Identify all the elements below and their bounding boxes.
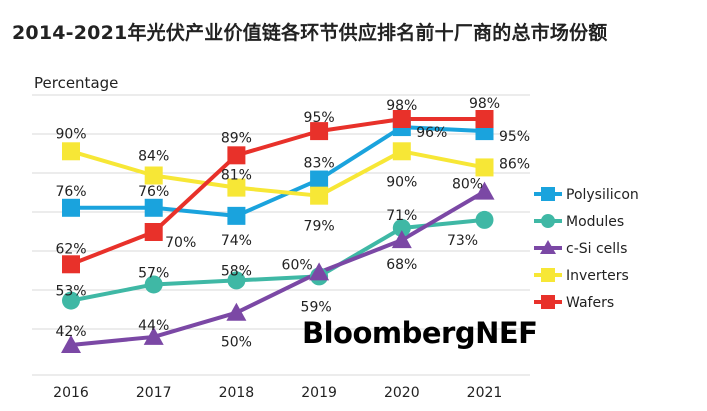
series-markers — [61, 110, 495, 353]
data-label: 50% — [221, 335, 252, 351]
data-label: 59% — [301, 299, 332, 315]
marker-modules — [475, 210, 494, 229]
legend: Polysilicon Modules c-Si cells Inverters Waf… — [534, 187, 639, 311]
marker-c-si-cells — [309, 262, 330, 281]
marker-inverters — [227, 178, 246, 197]
data-label: 84% — [138, 149, 169, 165]
data-label: 96% — [416, 125, 447, 141]
data-label: 44% — [138, 318, 169, 334]
marker-inverters — [310, 186, 329, 205]
marker-inverters — [144, 166, 163, 185]
data-label: 70% — [165, 235, 196, 251]
data-label: 53% — [55, 284, 86, 300]
marker-polysilicon — [310, 170, 329, 189]
data-label: 79% — [304, 219, 335, 235]
data-label: 89% — [221, 130, 252, 146]
chart-title: 2014-2021年光伏产业价值链各环节供应排名前十厂商的总市场份额 — [12, 22, 608, 44]
x-tick-label: 2019 — [301, 385, 337, 401]
data-label: 76% — [55, 184, 86, 200]
legend-marker — [541, 268, 555, 282]
data-label: 83% — [304, 156, 335, 172]
marker-polysilicon — [227, 206, 246, 225]
x-tick-label: 2017 — [136, 385, 172, 401]
marker-wafers — [227, 146, 246, 165]
marker-c-si-cells — [474, 181, 495, 200]
data-label: 58% — [221, 263, 252, 279]
x-tick-label: 2021 — [467, 385, 503, 401]
data-label: 95% — [499, 129, 530, 145]
data-label: 74% — [221, 233, 252, 249]
x-axis-ticks: 2016 2017 2018 2019 2020 2021 — [53, 385, 502, 401]
x-tick-label: 2020 — [384, 385, 420, 401]
marker-wafers — [144, 223, 163, 241]
legend-label: Modules — [566, 214, 624, 230]
data-label: 60% — [282, 257, 313, 273]
marker-wafers — [475, 110, 494, 128]
marker-inverters — [392, 142, 411, 161]
data-label: 73% — [447, 233, 478, 249]
data-label: 98% — [469, 96, 500, 112]
legend-marker — [541, 295, 555, 309]
marker-modules — [227, 271, 246, 290]
series-lines — [70, 117, 486, 347]
series-line-modules — [70, 217, 485, 303]
legend-label: Inverters — [566, 268, 629, 284]
legend-marker — [541, 214, 555, 228]
data-label: 62% — [55, 241, 86, 257]
data-label: 76% — [138, 184, 169, 200]
data-label: 80% — [452, 177, 483, 193]
marker-inverters — [475, 158, 494, 177]
legend-label: c-Si cells — [566, 241, 627, 257]
marker-c-si-cells — [143, 326, 164, 345]
data-label: 90% — [55, 126, 86, 142]
marker-modules — [62, 291, 80, 310]
marker-c-si-cells — [391, 230, 412, 249]
y-axis-label: Percentage — [34, 74, 118, 92]
marker-c-si-cells — [61, 335, 81, 353]
series-line-inverters — [70, 149, 485, 198]
series-line-wafers — [70, 117, 485, 267]
marker-modules — [392, 218, 411, 237]
legend-marker — [540, 240, 556, 254]
marker-polysilicon — [62, 198, 80, 217]
legend-marker — [541, 187, 555, 201]
data-label: 68% — [386, 257, 417, 273]
series-line-c-si-cells — [70, 189, 486, 347]
legend-label: Wafers — [566, 295, 614, 311]
marker-modules — [144, 275, 163, 294]
marker-c-si-cells — [226, 302, 247, 321]
marker-wafers — [310, 122, 329, 141]
x-tick-label: 2016 — [53, 385, 89, 401]
marker-inverters — [62, 142, 80, 161]
data-label: 57% — [138, 265, 169, 281]
data-label: 42% — [55, 324, 86, 340]
data-labels: 76% 76% 74% 83% 96% 95% 53% 57% 58% 59% 71% 73% 42% 4… — [55, 96, 530, 351]
data-label: 86% — [499, 156, 530, 172]
data-label: 95% — [304, 110, 335, 126]
data-label: 71% — [386, 208, 417, 224]
data-label: 98% — [386, 98, 417, 114]
marker-polysilicon — [144, 198, 163, 217]
data-label: 90% — [386, 174, 417, 190]
marker-wafers — [392, 110, 411, 128]
brand-watermark: BloombergNEF — [302, 316, 538, 350]
legend-label: Polysilicon — [566, 187, 639, 203]
marker-wafers — [62, 255, 80, 274]
series-line-polysilicon — [71, 125, 485, 218]
x-tick-label: 2018 — [219, 385, 255, 401]
data-label: 81% — [221, 168, 252, 184]
